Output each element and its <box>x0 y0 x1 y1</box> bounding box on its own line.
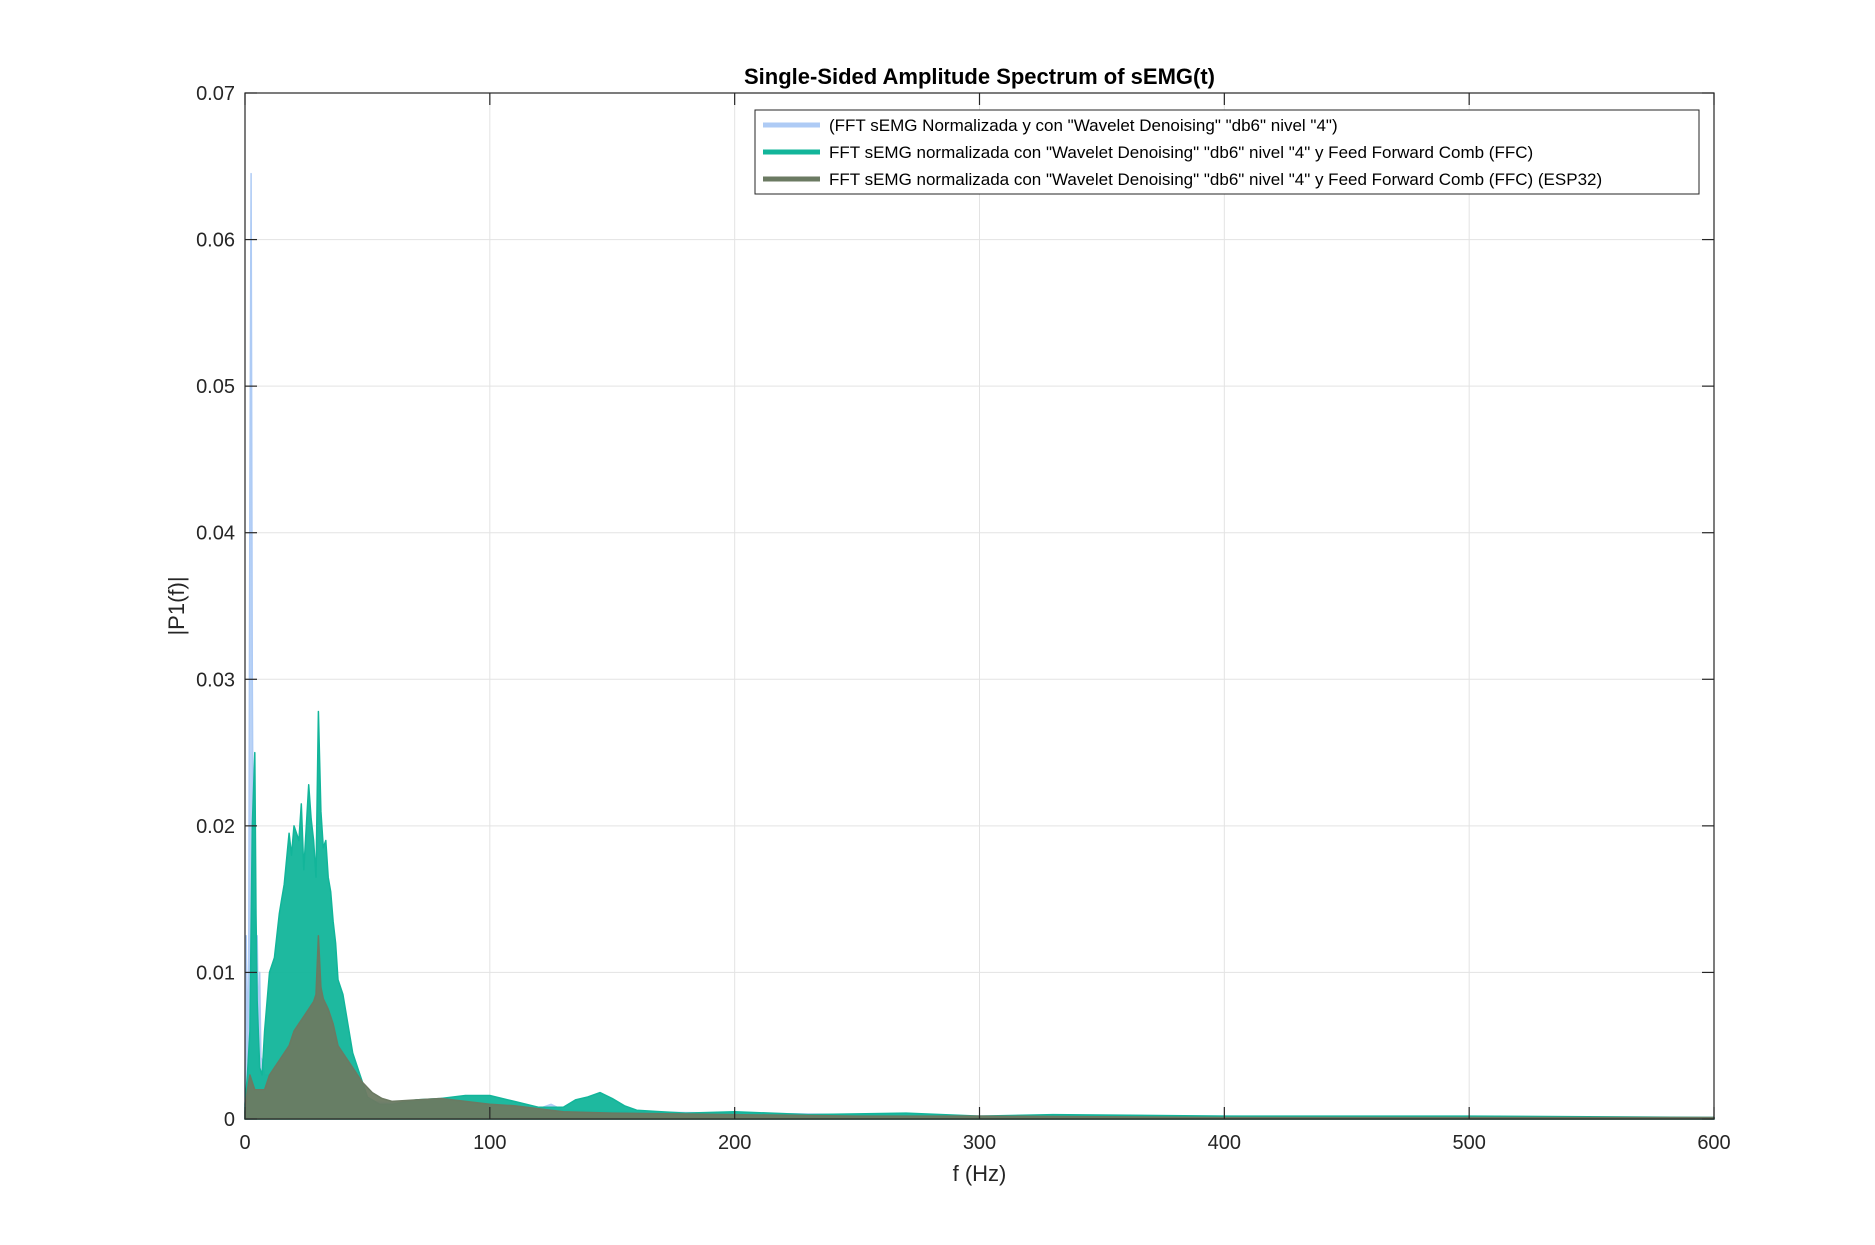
legend-box <box>754 109 1700 195</box>
x-tick-label: 100 <box>473 1132 506 1154</box>
series-esp32 <box>244 935 1715 1120</box>
x-tick-label: 0 <box>239 1132 250 1154</box>
series-ffc <box>244 710 1715 1120</box>
y-tick-label: 0.02 <box>196 816 235 838</box>
y-axis-label: |P1(f)| <box>164 576 189 635</box>
y-tick-label: 0.06 <box>196 230 235 252</box>
y-tick-label: 0.04 <box>196 523 235 545</box>
legend: (FFT sEMG Normalizada y con "Wavelet Den… <box>754 109 1700 195</box>
y-tick-label: 0.01 <box>196 962 235 984</box>
x-tick-label: 600 <box>1697 1132 1730 1154</box>
x-tick-label: 200 <box>718 1132 751 1154</box>
y-tick-label: 0.05 <box>196 376 235 398</box>
x-axis-label: f (Hz) <box>953 1161 1007 1186</box>
y-tick-label: 0 <box>224 1109 235 1131</box>
y-tick-label: 0.07 <box>196 83 235 105</box>
x-tick-label: 400 <box>1208 1132 1241 1154</box>
legend-entry-ffc: FFT sEMG normalizada con "Wavelet Denois… <box>829 143 1533 162</box>
series-layer <box>244 172 1715 1120</box>
legend-entry-esp32: FFT sEMG normalizada con "Wavelet Denois… <box>829 170 1602 189</box>
series-ffc-group <box>244 710 1715 1120</box>
series-esp32-group <box>244 935 1715 1120</box>
ticks: 0 100 200 300 400 500 600 0 0.01 0.02 0.03 0.04 0.05… <box>196 83 1731 1154</box>
y-tick-label: 0.03 <box>196 669 235 691</box>
chart-title: Single-Sided Amplitude Spectrum of sEMG(… <box>744 64 1215 89</box>
x-tick-label: 500 <box>1452 1132 1485 1154</box>
x-tick-label: 300 <box>963 1132 996 1154</box>
legend-entry-normalizada: (FFT sEMG Normalizada y con "Wavelet Den… <box>829 116 1338 135</box>
